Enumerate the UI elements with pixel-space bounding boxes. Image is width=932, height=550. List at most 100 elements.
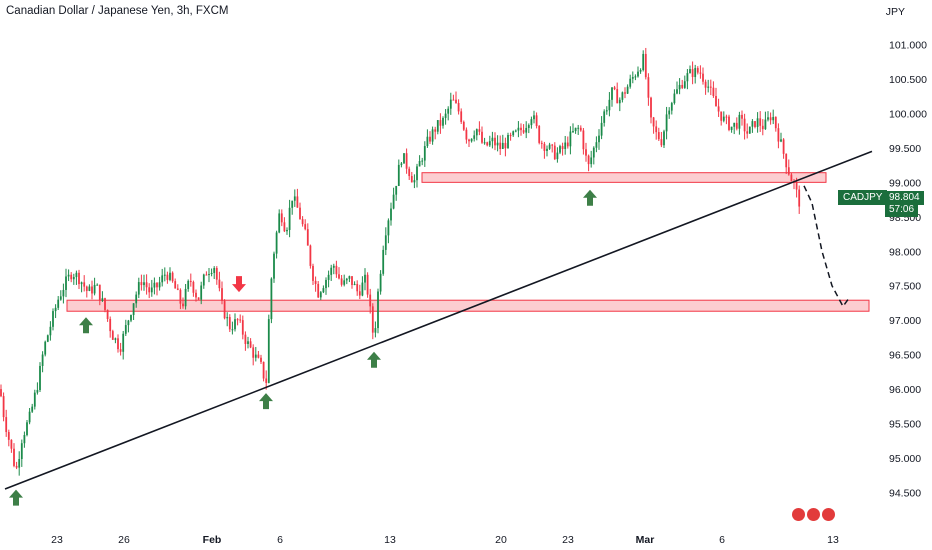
candle-body (278, 213, 281, 233)
candle-body (754, 121, 756, 127)
candle-body (353, 283, 356, 285)
candle-body (67, 274, 70, 277)
candle-body (678, 84, 681, 90)
candle-body (683, 81, 686, 88)
candle-body (535, 115, 538, 127)
candle-body (239, 319, 242, 321)
candle-body (481, 131, 483, 143)
candle-body (145, 282, 148, 288)
arrow-down-icon (232, 276, 246, 293)
candle-body (436, 120, 439, 132)
candle-body (517, 127, 520, 131)
candle-body (559, 146, 561, 153)
support-zone-lower (66, 299, 870, 312)
candle-body (288, 207, 291, 230)
candle-body (743, 118, 746, 132)
candle-body (148, 287, 151, 293)
y-tick-label: 99.500 (889, 143, 921, 155)
candle-body (712, 87, 715, 97)
candle-body (478, 129, 481, 132)
candle-body (379, 273, 382, 292)
candle-body (629, 78, 632, 87)
candle-body (538, 126, 541, 143)
candle-body (83, 282, 86, 287)
candle-body (293, 196, 296, 201)
candle-body (65, 276, 67, 290)
candle-body (715, 96, 717, 107)
candle-body (416, 166, 418, 181)
candle-body (0, 389, 2, 397)
candle-body (10, 439, 13, 449)
arrow-up-icon (9, 489, 23, 506)
candle-body (452, 99, 455, 101)
candle-body (735, 122, 738, 129)
candle-body (70, 274, 73, 280)
candle-body (608, 99, 611, 111)
candle-body (585, 149, 587, 156)
candle-body (119, 349, 122, 352)
y-axis[interactable]: 94.500 95.000 95.500 96.000 96.500 97.000 97.5… (889, 40, 927, 500)
candle-body (561, 146, 564, 149)
candle-body (686, 73, 689, 82)
candle-body (530, 119, 533, 126)
candles-layer (0, 47, 801, 476)
candle-body (5, 417, 8, 433)
candle-body (590, 157, 593, 165)
candle-body (434, 129, 437, 132)
tradingview-logo[interactable] (792, 508, 835, 521)
candle-body (28, 411, 31, 423)
candle-body (592, 147, 595, 158)
x-axis[interactable]: 23 26 Feb 6 13 20 23 Mar 6 13 (51, 534, 839, 546)
candle-body (343, 280, 346, 285)
candle-body (408, 168, 411, 177)
candle-body (483, 142, 486, 144)
candle-body (405, 153, 408, 169)
candle-body (356, 283, 359, 292)
candle-body (655, 126, 658, 133)
candle-body (46, 335, 49, 342)
candle-body (270, 278, 273, 320)
candle-body (488, 141, 491, 146)
candle-body (764, 119, 767, 130)
candle-body (361, 282, 364, 296)
candle-body (304, 224, 307, 230)
candle-body (650, 97, 652, 118)
candle-body (546, 148, 548, 151)
candle-body (236, 319, 239, 321)
candle-body (774, 116, 777, 129)
candle-body (41, 354, 44, 366)
candle-body (455, 99, 457, 103)
arrows-layer (9, 189, 597, 506)
candle-body (598, 135, 600, 143)
candle-body (280, 213, 283, 223)
candle-body (122, 333, 125, 352)
candle-body (98, 284, 101, 301)
candle-body (317, 283, 320, 298)
candle-body (88, 286, 91, 291)
x-tick-label: 20 (495, 534, 507, 546)
candle-body (345, 278, 348, 281)
candle-body (722, 116, 725, 121)
candle-body (247, 341, 249, 344)
candle-body (189, 280, 192, 282)
candle-body (257, 354, 260, 358)
candle-body (439, 120, 442, 126)
candle-body (595, 142, 598, 148)
candle-body (460, 111, 463, 122)
candle-body (624, 92, 626, 94)
candle-body (504, 142, 507, 149)
candle-body (616, 89, 619, 104)
candle-body (442, 117, 444, 126)
candle-body (468, 139, 470, 142)
x-tick-label: Feb (203, 534, 222, 546)
y-tick-label: 98.000 (889, 246, 921, 258)
y-tick-label: 100.500 (889, 74, 927, 86)
candle-body (611, 87, 613, 100)
candle-body (673, 93, 676, 104)
candle-body (689, 69, 691, 74)
candle-body (707, 86, 710, 88)
y-tick-label: 96.000 (889, 384, 921, 396)
candle-body (335, 265, 338, 275)
candle-body (104, 298, 106, 310)
